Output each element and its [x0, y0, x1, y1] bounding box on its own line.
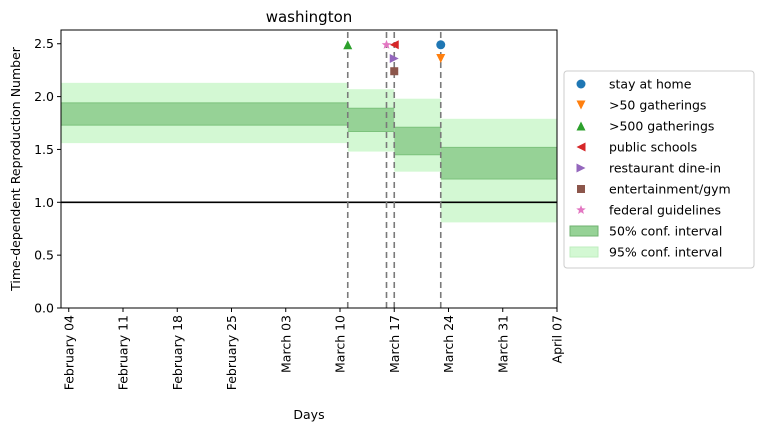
legend-label-4: restaurant dine-in [609, 161, 721, 176]
chart-title: washington [266, 8, 353, 26]
legend-label-2: >500 gatherings [609, 119, 714, 134]
intervention-marker-2 [343, 40, 353, 50]
legend-marker-4 [576, 163, 586, 173]
legend-label-3: public schools [609, 140, 697, 155]
legend-label-5: entertainment/gym [609, 182, 731, 197]
ci50-band-3 [394, 127, 441, 155]
x-axis-label: Days [293, 407, 324, 422]
intervention-markers [343, 39, 446, 76]
intervention-marker-1 [436, 54, 446, 64]
y-axis-ticks: 0.0 0.5 1.0 1.5 2.0 2.5 [34, 36, 61, 316]
legend-swatch-0 [569, 225, 599, 237]
x-tick-label-3: February 25 [224, 315, 239, 390]
y-tick-label-2: 1.0 [34, 195, 54, 210]
legend-marker-0 [576, 79, 586, 89]
y-tick-label-4: 2.0 [34, 89, 54, 104]
legend-marker-5 [577, 185, 585, 193]
intervention-marker-0 [436, 40, 446, 50]
legend-marker-2 [576, 121, 586, 131]
plot-frame [60, 29, 558, 309]
ci50-band-4 [440, 147, 557, 180]
intervention-marker-3 [389, 40, 399, 50]
x-tick-label-9: April 07 [550, 315, 565, 363]
y-tick-label-5: 2.5 [34, 36, 54, 51]
intervention-marker-6 [381, 39, 392, 49]
x-tick-label-5: March 10 [333, 315, 348, 373]
x-tick-label-1: February 11 [116, 315, 131, 390]
x-tick-label-7: March 24 [441, 315, 456, 373]
legend-label-1: >50 gatherings [609, 98, 706, 113]
legend-marker-1 [576, 100, 586, 110]
legend-band-label-0: 50% conf. interval [609, 224, 722, 239]
intervention-marker-5 [390, 67, 399, 76]
x-tick-label-4: March 03 [278, 315, 293, 373]
legend-swatch-1 [569, 246, 599, 258]
legend: stay at home >50 gatherings >500 gathering… [563, 70, 755, 269]
x-tick-label-2: February 18 [170, 315, 185, 390]
legend-band-label-1: 95% conf. interval [609, 245, 722, 260]
legend-label-6: federal guidelines [609, 203, 721, 218]
legend-frame [563, 70, 755, 269]
ci50-band-2 [386, 108, 395, 132]
ci50-band-1 [347, 108, 387, 132]
x-axis-ticks: February 04 February 11 February 18 Februar… [61, 308, 565, 390]
y-axis-label: Time-dependent Reproduction Number [8, 46, 23, 292]
intervention-vlines [346, 30, 442, 308]
x-tick-label-0: February 04 [61, 315, 76, 390]
legend-marker-3 [576, 142, 586, 152]
ci50-band-0 [61, 102, 348, 126]
intervention-marker-4 [389, 54, 399, 64]
x-tick-label-8: March 31 [495, 315, 510, 373]
y-tick-label-3: 1.5 [34, 142, 54, 157]
x-tick-label-6: March 17 [387, 315, 402, 373]
y-tick-label-1: 0.5 [34, 248, 54, 263]
legend-marker-6 [576, 205, 586, 215]
legend-label-0: stay at home [609, 77, 692, 92]
confidence-bands [61, 82, 557, 223]
y-tick-label-0: 0.0 [34, 301, 54, 316]
